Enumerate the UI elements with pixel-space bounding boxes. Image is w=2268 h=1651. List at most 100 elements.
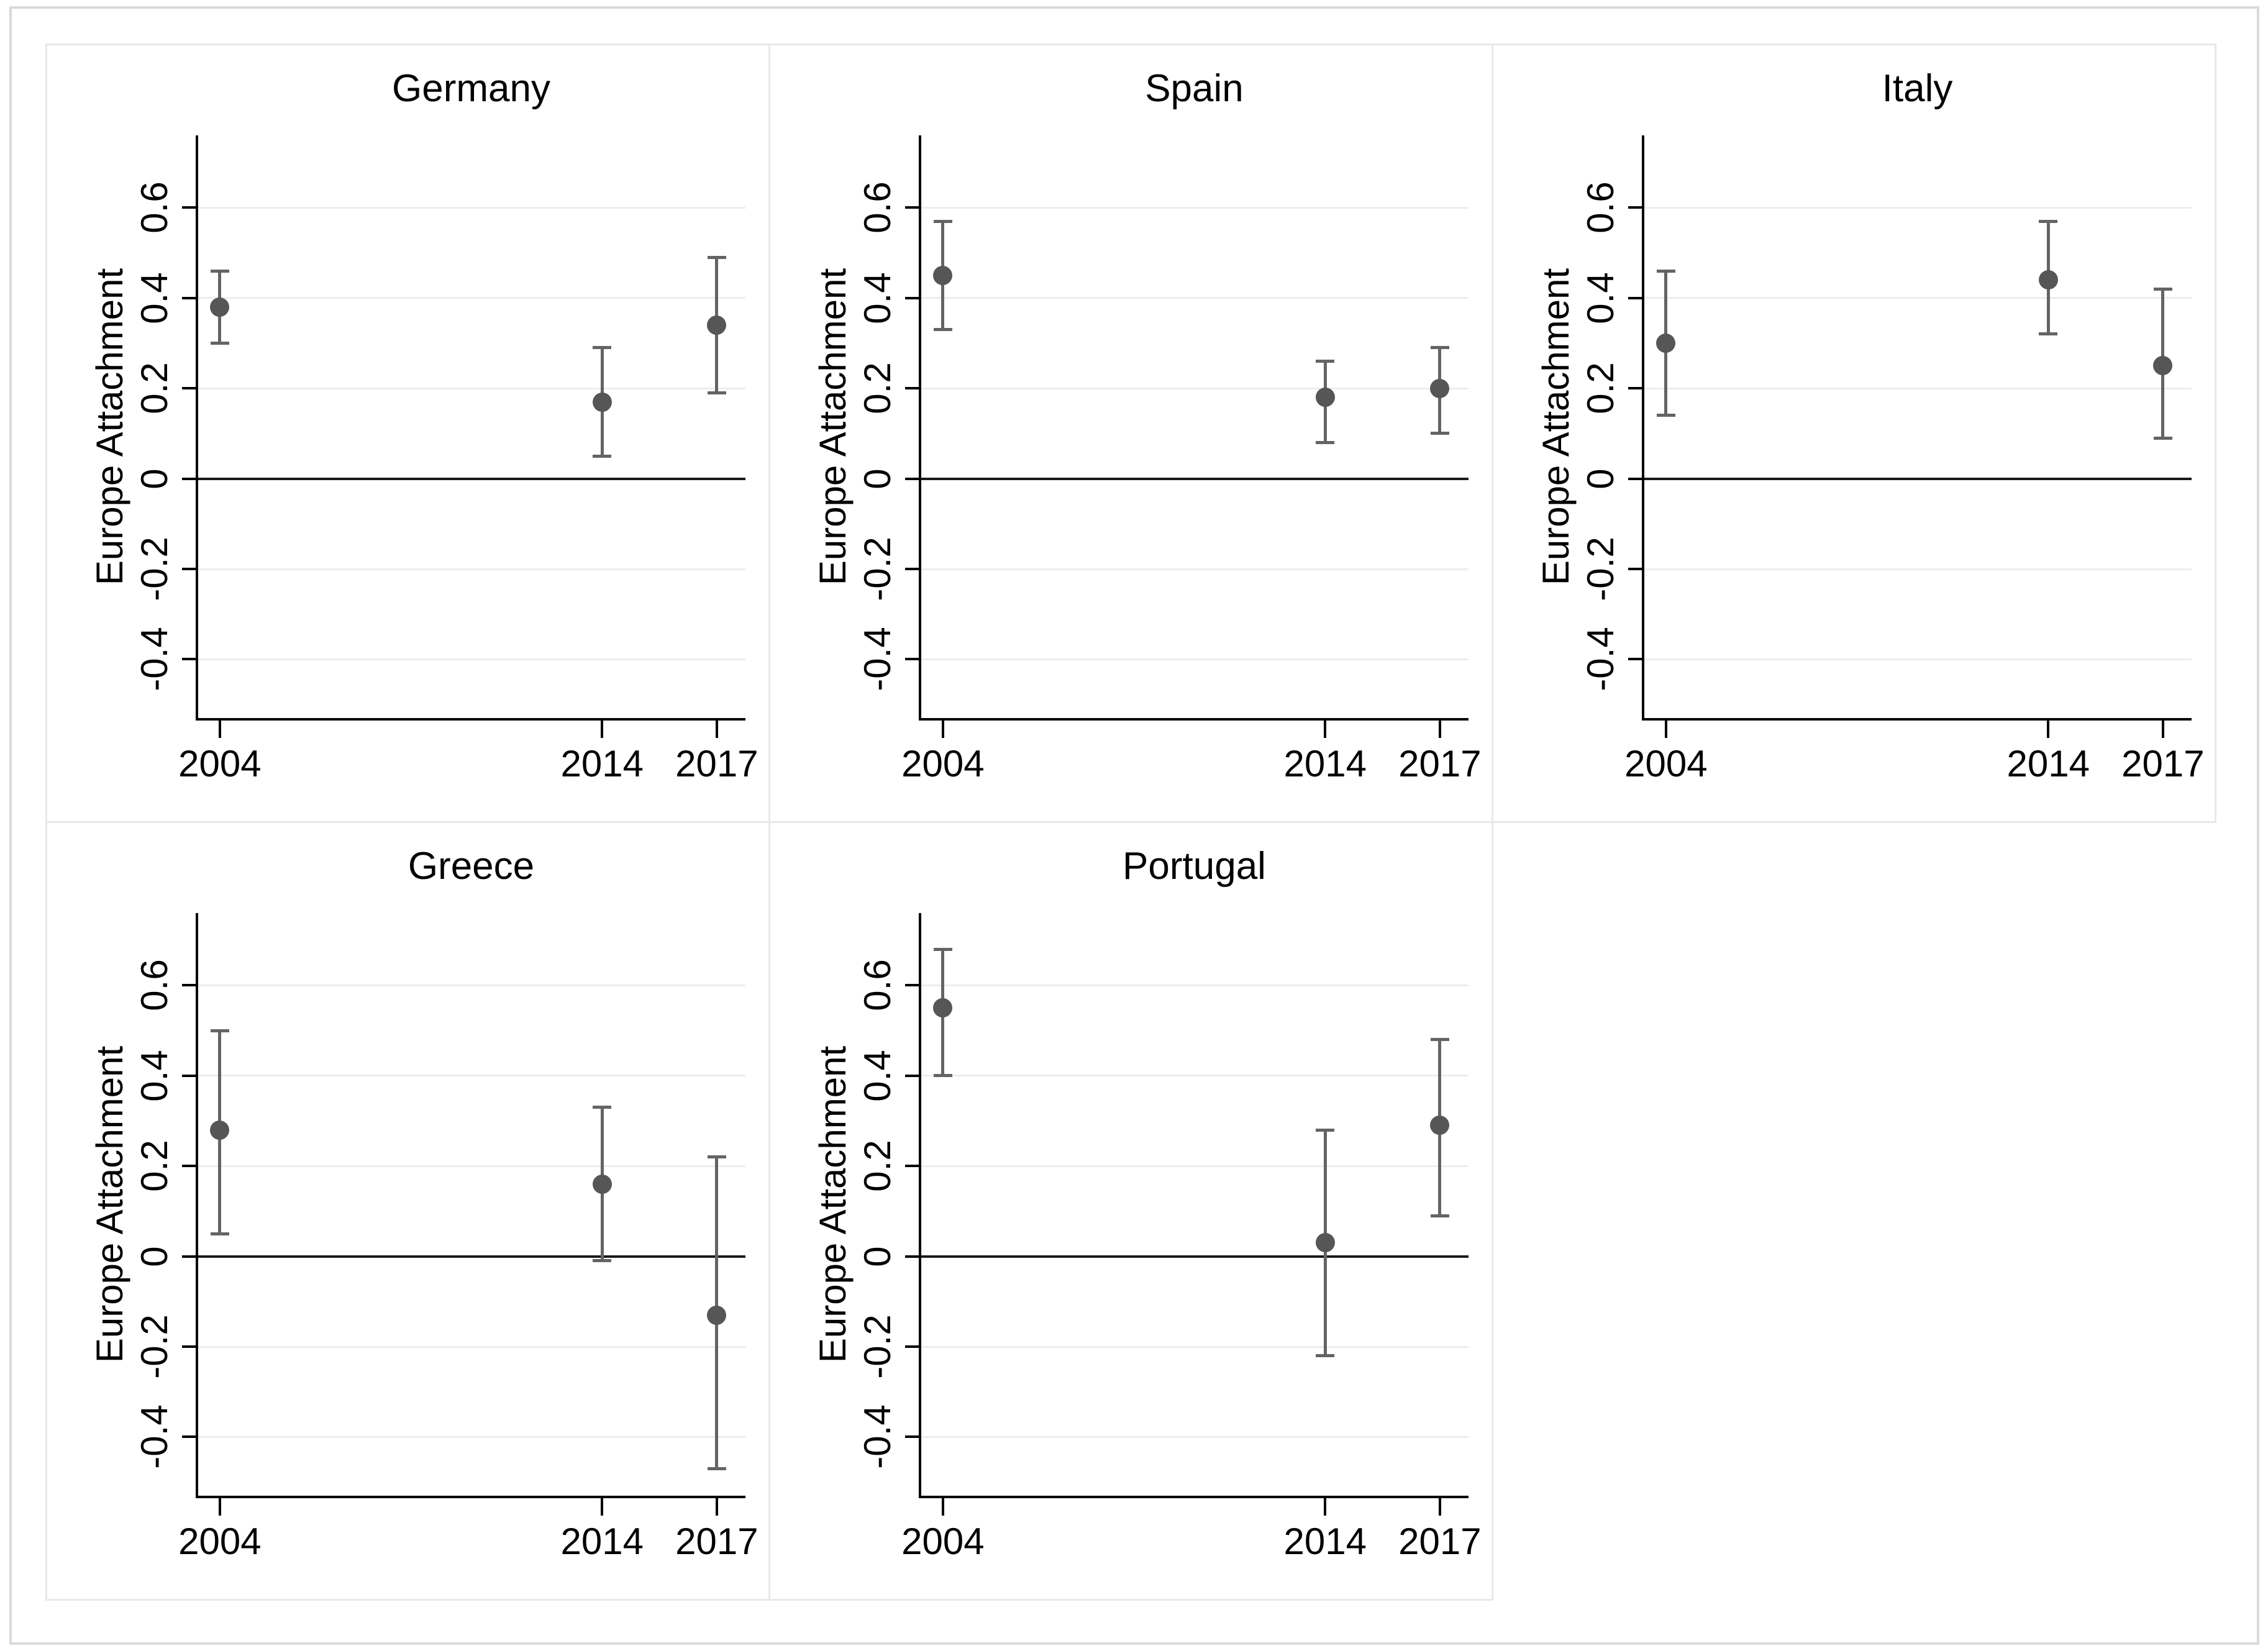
x-tick-2017: [1438, 718, 1441, 738]
error-cap-lower-2014: [1316, 1354, 1335, 1358]
gridline-y-0.2: [920, 387, 1469, 389]
panel-italy: 0.6 0.4 0.2 0 -0.2 -0.4 2004 2014 2017 Europe Att…: [1492, 43, 2216, 823]
point-marker-2004: [210, 297, 230, 317]
y-tick-0: [905, 477, 920, 480]
y-tick-0.2: [905, 1165, 920, 1168]
zero-line: [920, 1255, 1469, 1258]
error-cap-upper-2004: [1656, 269, 1675, 273]
x-tick-2004: [941, 718, 944, 738]
error-cap-lower-2017: [707, 391, 726, 394]
zero-line: [197, 477, 745, 480]
y-tick--0.2: [1628, 568, 1643, 571]
gridline-y-0.4: [197, 297, 745, 299]
y-axis-title: Europe Attachment: [88, 268, 130, 586]
x-tick-2017: [715, 718, 718, 738]
panel-title-spain: Spain: [1145, 67, 1244, 110]
x-tick-label-2004: 2004: [901, 1521, 985, 1562]
gridline-y--0.4: [197, 658, 745, 660]
error-cap-lower-2014: [593, 454, 612, 458]
x-tick-2017: [2161, 718, 2164, 738]
x-tick-label-2014: 2014: [2006, 743, 2090, 785]
gridline-y--0.2: [197, 1345, 745, 1348]
x-tick-label-2017: 2017: [675, 1521, 758, 1562]
y-tick-0.2: [182, 1165, 197, 1168]
gridline-y-0.4: [920, 297, 1469, 299]
error-cap-upper-2014: [2039, 219, 2058, 223]
panel-title-greece: Greece: [408, 845, 535, 888]
error-cap-upper-2004: [933, 219, 952, 223]
y-tick--0.4: [905, 1435, 920, 1439]
y-tick-label--0.4: -0.4: [856, 627, 898, 692]
gridline-y--0.4: [920, 658, 1469, 660]
x-tick-label-2004: 2004: [901, 743, 985, 785]
x-axis-line: [919, 718, 1469, 721]
error-cap-upper-2017: [1430, 1038, 1449, 1042]
error-cap-upper-2014: [593, 1106, 612, 1109]
error-cap-lower-2004: [210, 1232, 229, 1235]
y-tick--0.4: [182, 658, 197, 661]
gridline-y--0.4: [1643, 658, 2192, 660]
point-marker-2017: [1430, 378, 1450, 398]
point-marker-2004: [1656, 333, 1676, 353]
x-tick-2014: [1324, 718, 1327, 738]
y-tick-0: [905, 1255, 920, 1258]
error-cap-lower-2017: [1430, 1214, 1449, 1217]
gridline-y-0.4: [1643, 297, 2192, 299]
y-tick-label--0.4: -0.4: [133, 1404, 175, 1470]
error-cap-upper-2014: [593, 346, 612, 350]
x-tick-2014: [2047, 718, 2050, 738]
error-cap-lower-2014: [593, 1259, 612, 1263]
y-tick-0: [182, 477, 197, 480]
y-tick-0.6: [905, 206, 920, 209]
point-marker-2014: [1315, 388, 1335, 407]
gridline-y-0.6: [1643, 206, 2192, 209]
error-cap-lower-2004: [210, 341, 229, 345]
y-tick-0.6: [182, 984, 197, 987]
zero-line: [920, 477, 1469, 480]
error-cap-lower-2004: [933, 328, 952, 332]
point-marker-2004: [933, 265, 953, 285]
x-tick-label-2014: 2014: [560, 1521, 644, 1562]
x-tick-label-2017: 2017: [1398, 1521, 1482, 1562]
y-tick-0.6: [905, 984, 920, 987]
y-tick-0.4: [905, 296, 920, 299]
y-tick--0.4: [1628, 658, 1643, 661]
x-tick-2004: [218, 718, 221, 738]
gridline-y-0.2: [1643, 387, 2192, 389]
x-tick-label-2004: 2004: [1624, 743, 1708, 785]
error-cap-lower-2004: [1656, 414, 1675, 417]
gridline-y--0.2: [920, 568, 1469, 570]
y-tick-0.6: [1628, 206, 1643, 209]
gridline-y-0.2: [920, 1165, 1469, 1167]
point-marker-2017: [707, 315, 727, 335]
error-cap-lower-2014: [1316, 440, 1335, 444]
x-axis-line: [919, 1496, 1469, 1498]
x-tick-2017: [715, 1496, 718, 1516]
y-axis-line: [196, 135, 198, 721]
x-tick-label-2004: 2004: [178, 743, 262, 785]
panel-title-portugal: Portugal: [1123, 845, 1266, 888]
gridline-y-0.2: [197, 387, 745, 389]
point-marker-2014: [592, 1174, 612, 1194]
gridline-y-0.6: [197, 984, 745, 986]
x-tick-label-2014: 2014: [1283, 743, 1367, 785]
x-tick-2014: [601, 1496, 604, 1516]
zero-line: [197, 1255, 745, 1258]
error-cap-upper-2017: [2153, 287, 2172, 291]
y-tick-label--0.4: -0.4: [1579, 627, 1621, 692]
error-cap-upper-2017: [707, 255, 726, 259]
gridline-y-0.4: [197, 1075, 745, 1077]
gridline-y--0.2: [1643, 568, 2192, 570]
y-tick--0.2: [905, 568, 920, 571]
x-tick-2004: [1664, 718, 1667, 738]
y-axis-title: Europe Attachment: [811, 268, 854, 586]
error-cap-upper-2014: [1316, 1128, 1335, 1132]
x-axis-line: [196, 1496, 745, 1498]
gridline-y-0.2: [197, 1165, 745, 1167]
y-tick-0.2: [1628, 387, 1643, 390]
y-axis-title: Europe Attachment: [88, 1045, 130, 1363]
y-tick--0.4: [182, 1435, 197, 1439]
x-tick-label-2004: 2004: [178, 1521, 262, 1562]
point-marker-2017: [2153, 356, 2173, 376]
y-tick-0: [182, 1255, 197, 1258]
